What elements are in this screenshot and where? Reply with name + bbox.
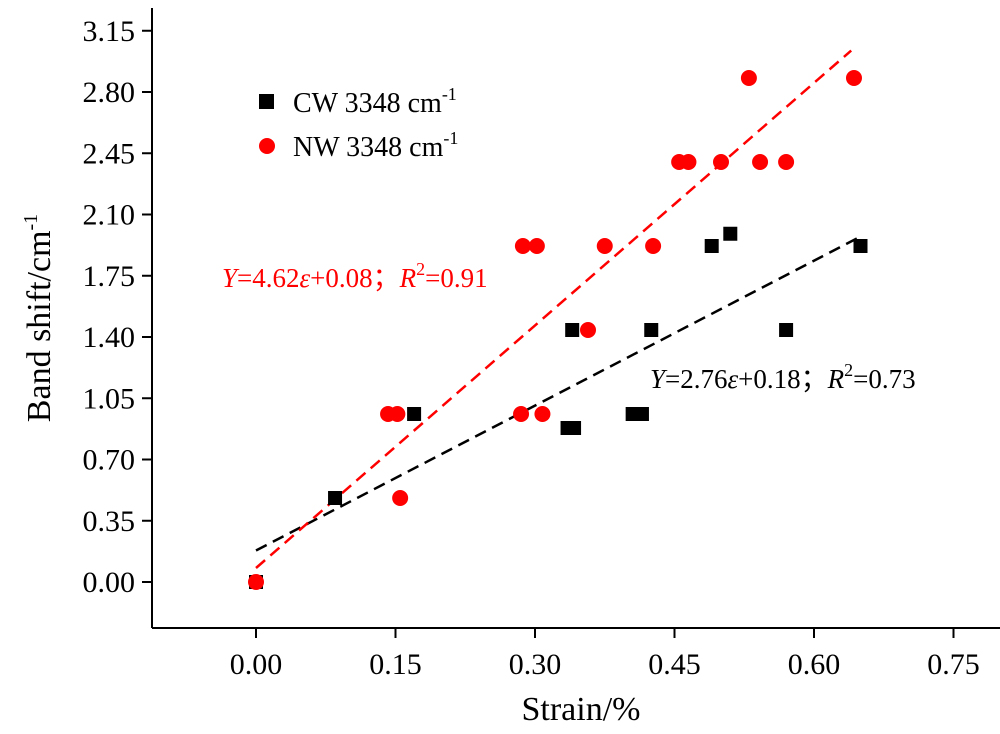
cw-eq-rest: +0.18；: [738, 364, 827, 394]
nw-eq-y: Y: [222, 263, 240, 293]
cw-eq-var: ε: [728, 364, 739, 394]
legend-marker-cw: [259, 94, 274, 109]
x-tick-label: 0.75: [927, 648, 980, 681]
data-point-cw: [644, 323, 659, 337]
data-point-nw: [778, 154, 795, 170]
data-point-cw: [567, 421, 582, 435]
legend-label-cw: CW 3348 cm-1: [293, 84, 457, 119]
nw-eq-rest: +0.08；: [310, 263, 399, 293]
data-point-cw: [328, 491, 343, 505]
y-tick-label: 0.70: [83, 444, 136, 477]
data-point-cw: [779, 323, 794, 337]
data-point-nw: [680, 154, 697, 170]
data-point-nw: [845, 70, 862, 86]
fit-line-nw: [255, 49, 853, 569]
data-point-nw: [528, 238, 545, 254]
data-point-nw: [514, 238, 531, 254]
nw-eq-var: ε: [300, 263, 311, 293]
data-point-nw: [534, 406, 551, 422]
data-point-cw: [634, 407, 649, 421]
y-tick-label: 2.80: [83, 76, 136, 109]
legend-label-cw-main: CW 3348 cm: [293, 88, 442, 119]
y-tick-label: 2.45: [83, 137, 136, 170]
nw-eq-slope: =4.62: [237, 263, 299, 293]
legend-label-nw: NW 3348 cm-1: [293, 128, 458, 163]
legend: CW 3348 cm-1 NW 3348 cm-1: [259, 84, 458, 163]
cw-eq-r-sup: 2: [844, 360, 853, 380]
data-point-cw: [704, 239, 719, 253]
x-tick-label: 0.60: [788, 648, 841, 681]
data-point-nw: [645, 238, 662, 254]
y-tick-label: 1.75: [83, 260, 136, 293]
data-point-nw: [580, 322, 597, 338]
nw-eq-r-sup: 2: [416, 259, 425, 279]
data-point-nw: [740, 70, 757, 86]
legend-label-nw-main: NW 3348 cm: [293, 132, 444, 163]
data-point-cw: [565, 323, 580, 337]
y-tick-label: 2.10: [83, 199, 136, 232]
data-point-nw: [392, 490, 409, 506]
legend-label-nw-sup: -1: [443, 128, 458, 148]
x-tick-label: 0.15: [369, 648, 422, 681]
data-point-nw: [713, 154, 729, 170]
cw-eq-slope: =2.76: [665, 364, 727, 394]
y-axis-title: Band shift/cm-1: [20, 214, 58, 422]
y-tick-label: 1.40: [83, 321, 136, 354]
y-tick-label: 0.00: [83, 566, 136, 599]
cw-eq-r-val: =0.73: [853, 364, 915, 394]
nw-fit-equation: Y=4.62ε+0.08；R2=0.91: [222, 259, 488, 293]
data-point-nw: [752, 154, 769, 170]
data-point-cw: [853, 239, 868, 253]
fit-lines-group: [255, 49, 862, 569]
x-tick-label: 0.00: [230, 648, 283, 681]
cw-eq-r: R: [827, 364, 845, 394]
y-tick-label: 3.15: [83, 15, 136, 48]
y-tick-label: 1.05: [83, 382, 136, 415]
ticks-group: 0.00 0.15 0.30 0.45 0.60 0.75 0.00 0.35 0.70 1.05…: [83, 15, 980, 681]
points-group: [248, 70, 868, 590]
data-point-nw: [389, 406, 406, 422]
data-point-cw: [723, 226, 738, 241]
data-point-nw: [248, 574, 264, 590]
legend-label-cw-sup: -1: [442, 84, 457, 104]
y-axis-title-sup: -1: [20, 214, 42, 231]
axes-group: [151, 8, 1000, 629]
nw-eq-r: R: [399, 263, 417, 293]
x-axis-title: Strain/%: [522, 691, 641, 728]
legend-marker-nw: [259, 138, 275, 154]
x-tick-label: 0.45: [648, 648, 701, 681]
data-point-nw: [596, 238, 613, 254]
y-tick-label: 0.35: [83, 505, 136, 538]
x-tick-label: 0.30: [509, 648, 562, 681]
cw-fit-equation: Y=2.76ε+0.18；R2=0.73: [650, 360, 916, 394]
data-point-nw: [513, 406, 530, 422]
data-point-cw: [407, 407, 422, 421]
nw-eq-r-val: =0.91: [425, 263, 487, 293]
y-axis-title-main: Band shift/cm: [21, 230, 58, 422]
cw-eq-y: Y: [650, 364, 668, 394]
